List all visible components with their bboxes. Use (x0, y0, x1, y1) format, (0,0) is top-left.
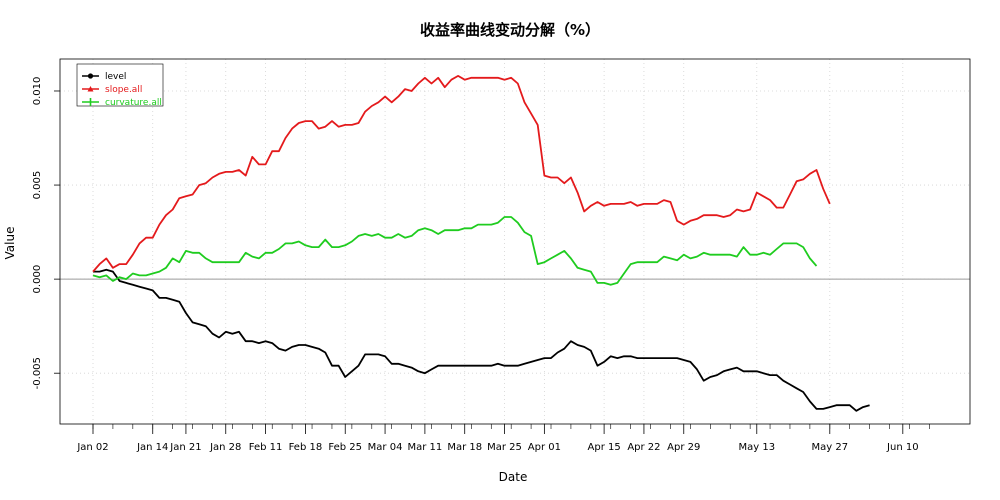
y-tick-label: -0.005 (32, 357, 43, 389)
x-tick-label: Apr 01 (528, 442, 561, 453)
x-tick-label: Jan 14 (136, 442, 168, 453)
x-tick-label: Feb 18 (289, 442, 323, 453)
chart-title: 收益率曲线变动分解（%） (420, 21, 600, 39)
grid-layer (60, 59, 970, 424)
x-tick-label: Mar 11 (407, 442, 442, 453)
legend-label-slope-all: slope.all (105, 85, 142, 95)
x-tick-label: Jan 28 (209, 442, 241, 453)
x-tick-label: Mar 18 (447, 442, 482, 453)
plot-frame (59, 58, 971, 425)
axis-layer: -0.005 0.000 0.005 0.010 Jan 02 Jan 14 Jan 21 J… (32, 77, 930, 453)
x-tick-label: May 13 (738, 442, 775, 453)
legend-box (76, 63, 164, 107)
x-tick-label: Jan 02 (76, 442, 108, 453)
series-line-level (93, 268, 870, 412)
x-tick-label: May 27 (812, 442, 849, 453)
legend: level slope.all curvature.all (76, 63, 164, 108)
x-tick-label: Mar 25 (487, 442, 522, 453)
x-tick-label: Apr 15 (588, 442, 621, 453)
series-line-slope-all (92, 75, 831, 273)
legend-items: level slope.all curvature.all (82, 72, 162, 108)
x-tick-label: Feb 25 (328, 442, 362, 453)
series-layer (92, 75, 870, 412)
legend-label-curvature-all: curvature.all (105, 98, 162, 108)
x-tick-label: Feb 11 (249, 442, 283, 453)
x-tick-label: Apr 29 (667, 442, 700, 453)
x-tick-label: Apr 22 (627, 442, 660, 453)
x-tick-label: Jan 21 (169, 442, 201, 453)
legend-marker-triangle (87, 86, 94, 92)
series-line-curvature-all (92, 216, 818, 286)
y-axis-title: Value (3, 227, 17, 260)
y-tick-label: 0.010 (32, 77, 43, 106)
x-axis-title: Date (499, 470, 528, 484)
y-tick-label: 0.000 (32, 265, 43, 294)
x-tick-label: Jun 10 (886, 442, 919, 453)
y-tick-label: 0.005 (32, 171, 43, 200)
legend-label-level: level (105, 72, 126, 82)
legend-marker-circle (87, 73, 94, 79)
x-tick-label: Mar 04 (368, 442, 403, 453)
